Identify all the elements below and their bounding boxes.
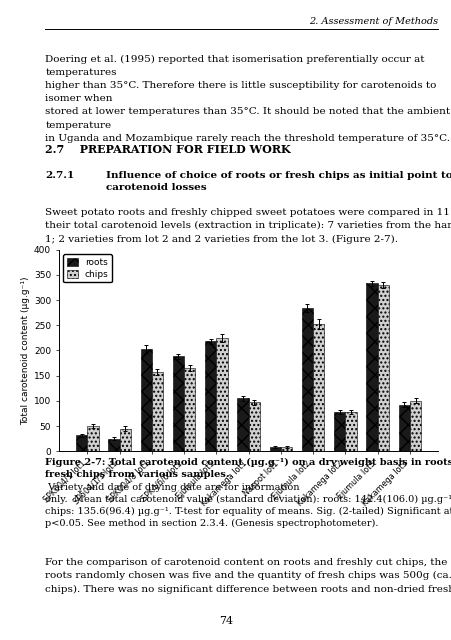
Bar bbox=[345, 412, 356, 451]
Bar bbox=[333, 412, 345, 451]
Bar bbox=[184, 368, 195, 451]
Text: 2. Assessment of Methods: 2. Assessment of Methods bbox=[308, 17, 437, 26]
Text: Variety and date of drying date are for information
only.  Mean total carotenoid: Variety and date of drying date are for … bbox=[45, 483, 451, 528]
Bar bbox=[398, 405, 409, 451]
Text: For the comparison of carotenoid content on roots and freshly cut chips, the num: For the comparison of carotenoid content… bbox=[45, 558, 451, 594]
Bar bbox=[248, 403, 259, 451]
Bar bbox=[237, 398, 248, 451]
Bar bbox=[152, 372, 163, 451]
Legend: roots, chips: roots, chips bbox=[63, 254, 112, 282]
Bar bbox=[313, 324, 324, 451]
Bar bbox=[140, 349, 152, 451]
Bar bbox=[87, 426, 98, 451]
Bar bbox=[301, 308, 313, 451]
Text: Doering et al. (1995) reported that isomerisation preferentially occur at temper: Doering et al. (1995) reported that isom… bbox=[45, 54, 449, 143]
Bar bbox=[76, 435, 87, 451]
Text: Figure 2-7: Total carotenoid content (µg.g⁻¹) on a dry weight basis in roots and: Figure 2-7: Total carotenoid content (µg… bbox=[45, 458, 451, 479]
Bar bbox=[172, 356, 184, 451]
Text: Influence of choice of roots or fresh chips as initial point to determine
carote: Influence of choice of roots or fresh ch… bbox=[106, 171, 451, 193]
Bar bbox=[269, 447, 280, 451]
Text: 2.7.1: 2.7.1 bbox=[45, 171, 74, 180]
Text: 2.7    PREPARATION FOR FIELD WORK: 2.7 PREPARATION FOR FIELD WORK bbox=[45, 144, 290, 155]
Bar bbox=[108, 438, 120, 451]
Bar bbox=[280, 447, 291, 451]
Bar bbox=[216, 338, 227, 451]
Bar bbox=[120, 429, 131, 451]
Bar bbox=[365, 284, 377, 451]
Text: Sweet potato roots and freshly chipped sweet potatoes were compared in 11 sample: Sweet potato roots and freshly chipped s… bbox=[45, 208, 451, 244]
Bar bbox=[205, 341, 216, 451]
Text: 74: 74 bbox=[218, 616, 233, 626]
Y-axis label: Total carotenoid content (µg.g⁻¹): Total carotenoid content (µg.g⁻¹) bbox=[21, 276, 30, 425]
Bar bbox=[377, 285, 388, 451]
Bar bbox=[409, 401, 420, 451]
